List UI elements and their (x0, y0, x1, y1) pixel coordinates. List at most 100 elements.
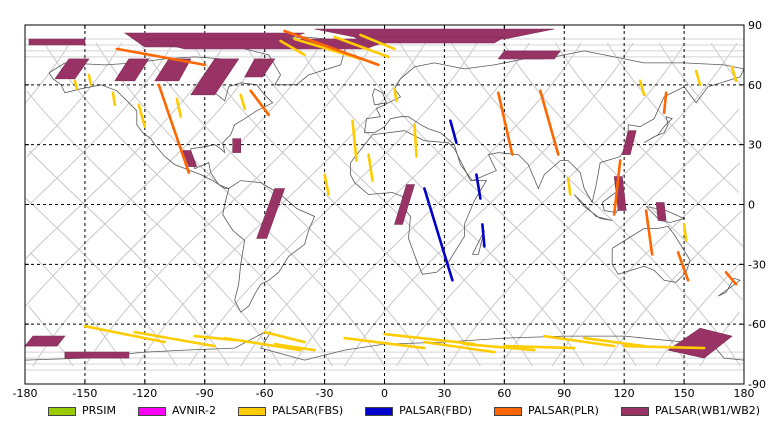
track-palsar-fbd (423, 187, 454, 282)
orbit-track (347, 42, 637, 367)
legend-label-palsar-fbd: PALSAR(FBD) (399, 404, 473, 417)
y-tick-label: 0 (748, 199, 755, 212)
track-palsar-fbs (111, 91, 117, 107)
x-tick-label: 0 (381, 387, 388, 400)
x-tick-label: 30 (437, 387, 451, 400)
latitude-labels: -90 -60 -30 0 30 60 90 (748, 19, 766, 391)
swath-palsar-wb1-wb2 (64, 351, 130, 359)
orbit-track (243, 42, 533, 367)
swath-palsar-wb1-wb2 (232, 138, 241, 153)
swath-palsar-wb1-wb2 (655, 202, 667, 221)
x-tick-label: -180 (13, 387, 38, 400)
track-palsar-fbs (638, 79, 646, 97)
swath-palsar-wb1-wb2 (54, 58, 90, 80)
orbit-track (136, 42, 426, 367)
legend-swatch-palsar-plr (494, 406, 523, 416)
track-palsar-fbs (351, 119, 358, 162)
legend-label-avnir2: AVNIR-2 (172, 404, 216, 417)
y-tick-label: -30 (748, 258, 766, 271)
swath-palsar-wb1-wb2 (497, 50, 561, 60)
track-palsar-plr (644, 209, 654, 256)
swath-palsar-wb1-wb2 (244, 58, 276, 78)
legend-swatch-palsar-wb (620, 406, 649, 416)
legend-item-palsar-fbs: PALSAR(FBS) (237, 404, 344, 417)
track-palsar-fbs (730, 65, 738, 83)
y-tick-label: 90 (748, 19, 762, 32)
orbit-track (396, 42, 686, 367)
orbit-track (191, 42, 481, 367)
track-palsar-fbs (413, 123, 418, 158)
track-palsar-fbs (393, 87, 398, 103)
track-palsar-fbs (263, 330, 306, 344)
track-palsar-fbd (481, 223, 486, 248)
track-palsar-fbs (582, 336, 646, 348)
track-palsar-fbs (543, 334, 616, 348)
track-palsar-plr (249, 89, 270, 117)
x-tick-label: -120 (132, 387, 157, 400)
track-palsar-fbs (273, 342, 316, 352)
track-palsar-fbs (223, 336, 302, 352)
coastline (222, 180, 316, 313)
x-tick-label: 150 (674, 387, 695, 400)
track-palsar-fbs (566, 177, 572, 196)
orbit-track (26, 42, 741, 367)
legend-swatch-palsar-fbs (237, 406, 266, 416)
track-palsar-fbs (463, 342, 536, 352)
track-palsar-fbd (449, 119, 458, 144)
track-palsar-plr (115, 47, 207, 67)
y-tick-label: 60 (748, 79, 762, 92)
x-tick-label: 90 (557, 387, 571, 400)
coastline (573, 194, 613, 221)
orbit-track (25, 42, 740, 367)
track-palsar-plr (539, 89, 560, 156)
track-palsar-fbs (694, 69, 702, 87)
y-tick-label: 30 (748, 139, 762, 152)
swath-palsar-wb1-wb2 (394, 184, 415, 225)
coastline (611, 225, 691, 283)
x-tick-label: -60 (256, 387, 274, 400)
x-tick-label: 60 (497, 387, 511, 400)
coverage-map: -180 -150 -120 -90 -60 -30 0 30 60 90 120 150 180 -9… (12, 19, 766, 400)
legend-swatch-palsar-fbd (365, 406, 394, 416)
track-palsar-plr (497, 91, 514, 156)
track-palsar-plr (724, 271, 738, 286)
x-tick-label: -90 (196, 387, 214, 400)
x-tick-label: 180 (734, 387, 755, 400)
legend-swatch-avnir2 (138, 406, 166, 416)
y-tick-label: -60 (748, 318, 766, 331)
legend-item-avnir2: AVNIR-2 (138, 405, 216, 417)
track-palsar-fbs (359, 33, 396, 51)
swath-palsar-wb1-wb2 (114, 58, 150, 82)
track-palsar-fbs (323, 173, 330, 196)
track-palsar-fbs (367, 153, 374, 182)
coastline (472, 230, 485, 255)
legend-label-palsar-wb: PALSAR(WB1/WB2) (654, 404, 761, 417)
orbit-track (240, 42, 530, 367)
legend-item-palsar-plr: PALSAR(PLR) (494, 405, 599, 417)
track-palsar-plr (612, 159, 622, 216)
orbit-track (447, 42, 738, 367)
track-palsar-plr (157, 83, 191, 174)
legend-label-palsar-fbs: PALSAR(FBS) (271, 404, 344, 417)
swath-palsar-wb1-wb2 (314, 28, 555, 40)
track-palsar-fbs (622, 344, 706, 350)
legend-label-prsim: PRSIM (82, 404, 116, 417)
track-palsar-fbs (73, 79, 79, 91)
track-palsar-fbs (423, 340, 496, 354)
swath-palsar-wb1-wb2 (24, 335, 66, 347)
track-palsar-fbs (133, 330, 216, 348)
orbit-track (95, 42, 385, 367)
track-palsar-fbd (475, 173, 482, 200)
orbit-track (28, 42, 743, 367)
legend-item-prsim: PRSIM (48, 405, 116, 417)
swath-palsar-wb1-wb2 (667, 327, 733, 359)
legend-item-palsar-wb: PALSAR(WB1/WB2) (620, 404, 761, 417)
track-palsar-fbs (279, 39, 306, 57)
track-palsar-fbs (682, 223, 688, 242)
coastline (717, 277, 741, 297)
axis-ticks (24, 24, 745, 385)
track-palsar-plr (662, 91, 668, 115)
track-palsar-plr (283, 29, 380, 67)
track-palsar-fbs (333, 35, 390, 59)
